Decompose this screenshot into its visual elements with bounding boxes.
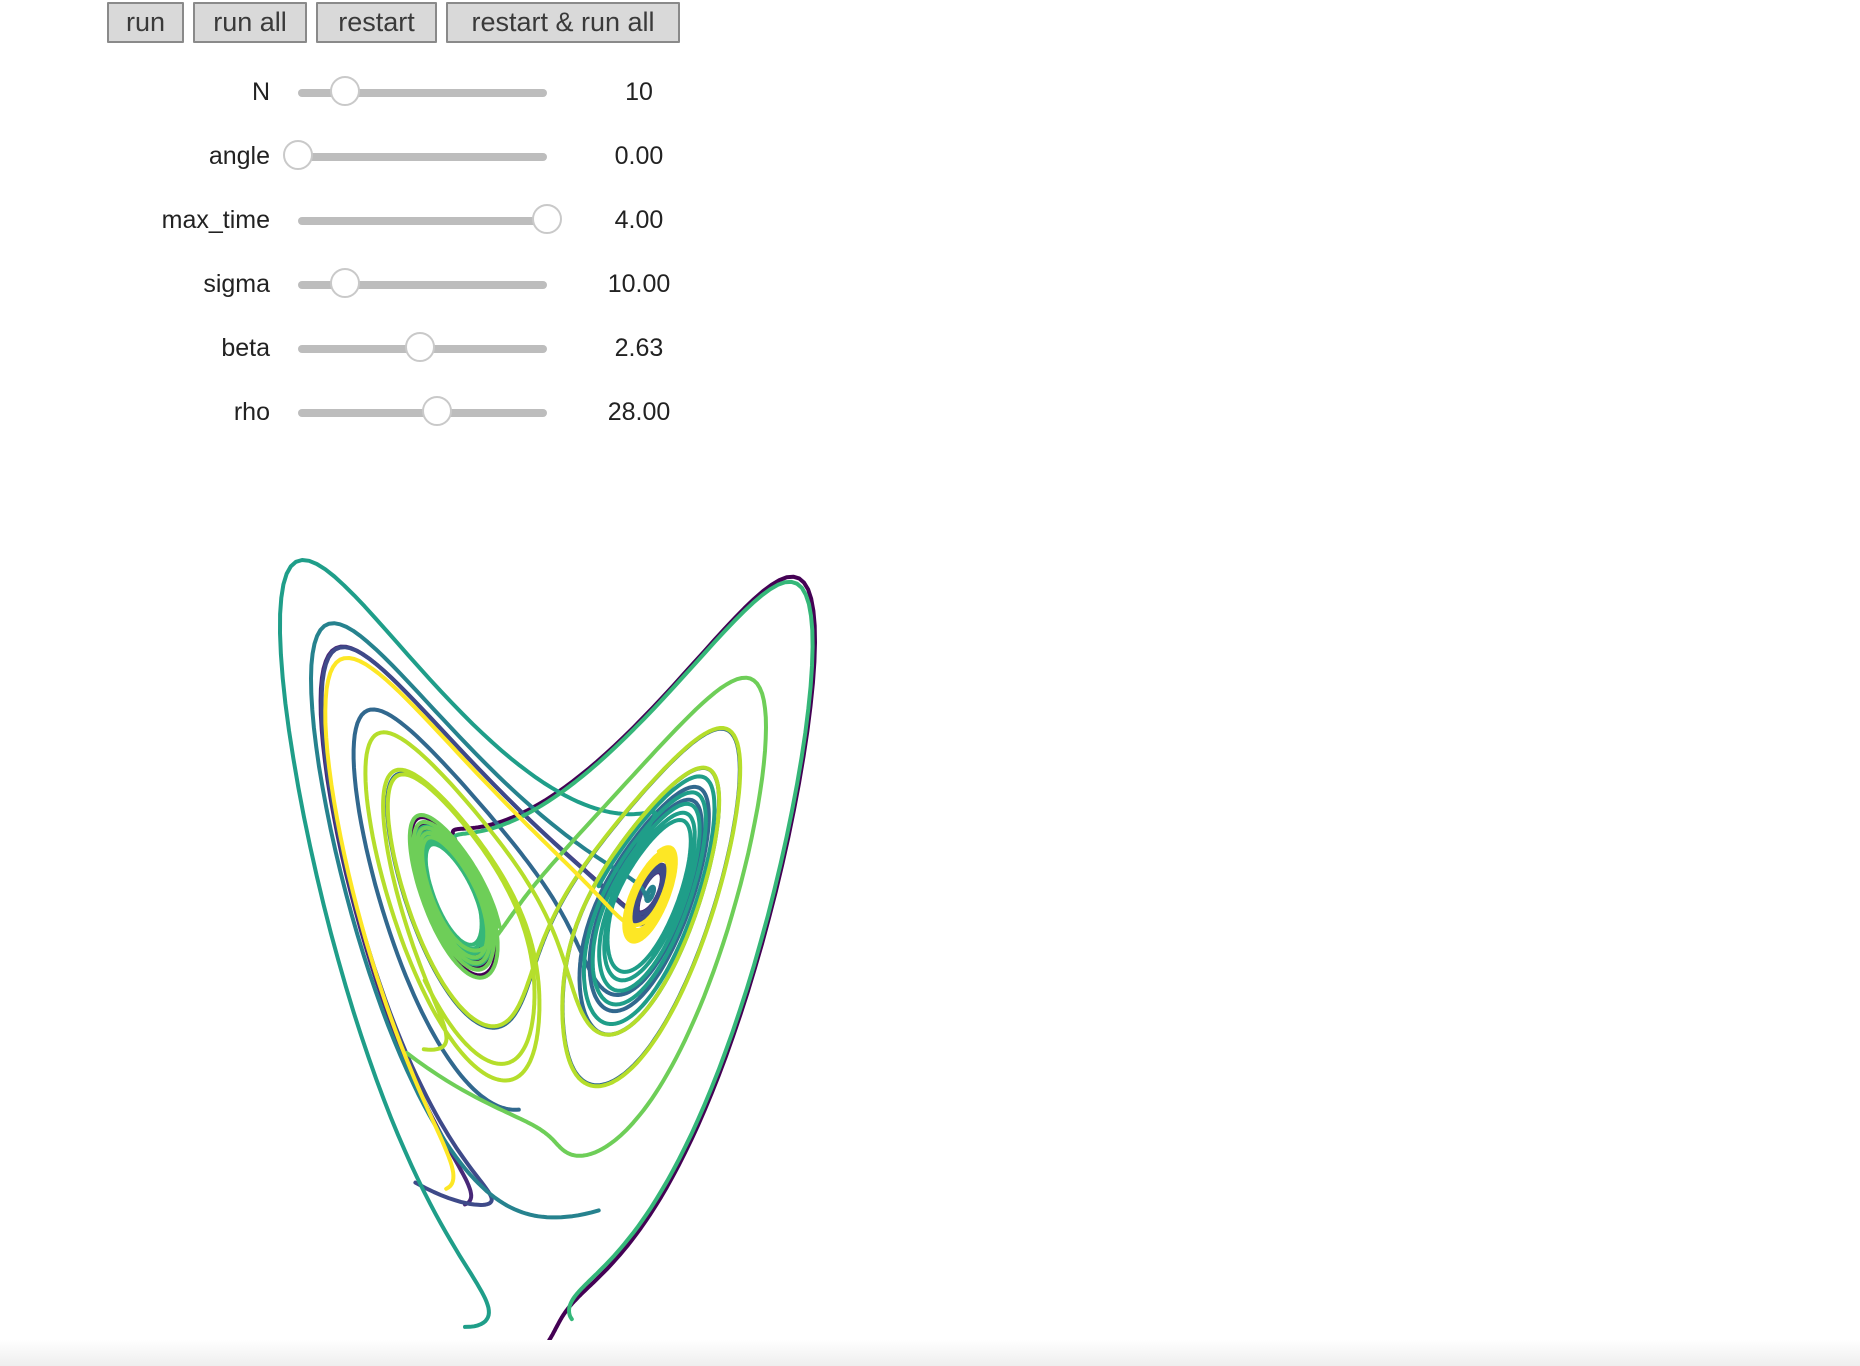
max-time-value[interactable]: 4.00 [614, 206, 664, 234]
sigma-slider[interactable] [298, 268, 547, 298]
trajectory-line [323, 656, 678, 1191]
sigma-value[interactable]: 10.00 [607, 270, 671, 298]
n-slider-handle[interactable] [330, 76, 361, 106]
angle-value[interactable]: 0.00 [614, 142, 664, 170]
max-time-slider[interactable] [298, 204, 562, 234]
max-time-slider-handle[interactable] [532, 204, 562, 234]
control-row-beta: beta 2.63 [0, 320, 720, 384]
max-time-label: max_time [161, 206, 270, 234]
sigma-label: sigma [203, 270, 270, 298]
restart-run-all-button[interactable]: restart & run all [446, 2, 680, 43]
control-row-max-time: max_time 4.00 [0, 192, 720, 256]
beta-slider[interactable] [298, 332, 547, 362]
rho-value[interactable]: 28.00 [607, 398, 671, 426]
beta-label: beta [221, 334, 270, 362]
beta-slider-handle[interactable] [405, 332, 435, 362]
trajectory-line [363, 726, 743, 1089]
control-row-rho: rho 28.00 [0, 384, 720, 448]
n-value[interactable]: 10 [625, 78, 653, 106]
rho-slider-handle[interactable] [422, 396, 453, 426]
trajectory-line [309, 621, 656, 1220]
beta-value[interactable]: 2.63 [614, 334, 664, 362]
lorenz-attractor-plot [278, 558, 817, 1342]
n-label: N [251, 78, 270, 106]
run-all-button[interactable]: run all [193, 2, 307, 43]
sigma-slider-handle[interactable] [330, 268, 361, 298]
control-row-angle: angle 0.00 [0, 128, 720, 192]
n-slider[interactable] [298, 76, 547, 106]
restart-button[interactable]: restart [316, 2, 437, 43]
rho-slider[interactable] [298, 396, 547, 426]
trajectory-line [278, 558, 717, 1329]
angle-slider-handle[interactable] [283, 140, 313, 170]
trajectory-line [319, 645, 669, 1207]
angle-slider[interactable] [283, 140, 547, 170]
page-footer-shadow [0, 1340, 1860, 1366]
run-button[interactable]: run [107, 2, 184, 43]
control-row-sigma: sigma 10.00 [0, 256, 720, 320]
trajectory-line [404, 675, 768, 1158]
rho-label: rho [233, 398, 270, 426]
control-row-n: N 10 [0, 64, 720, 128]
angle-label: angle [208, 142, 270, 170]
